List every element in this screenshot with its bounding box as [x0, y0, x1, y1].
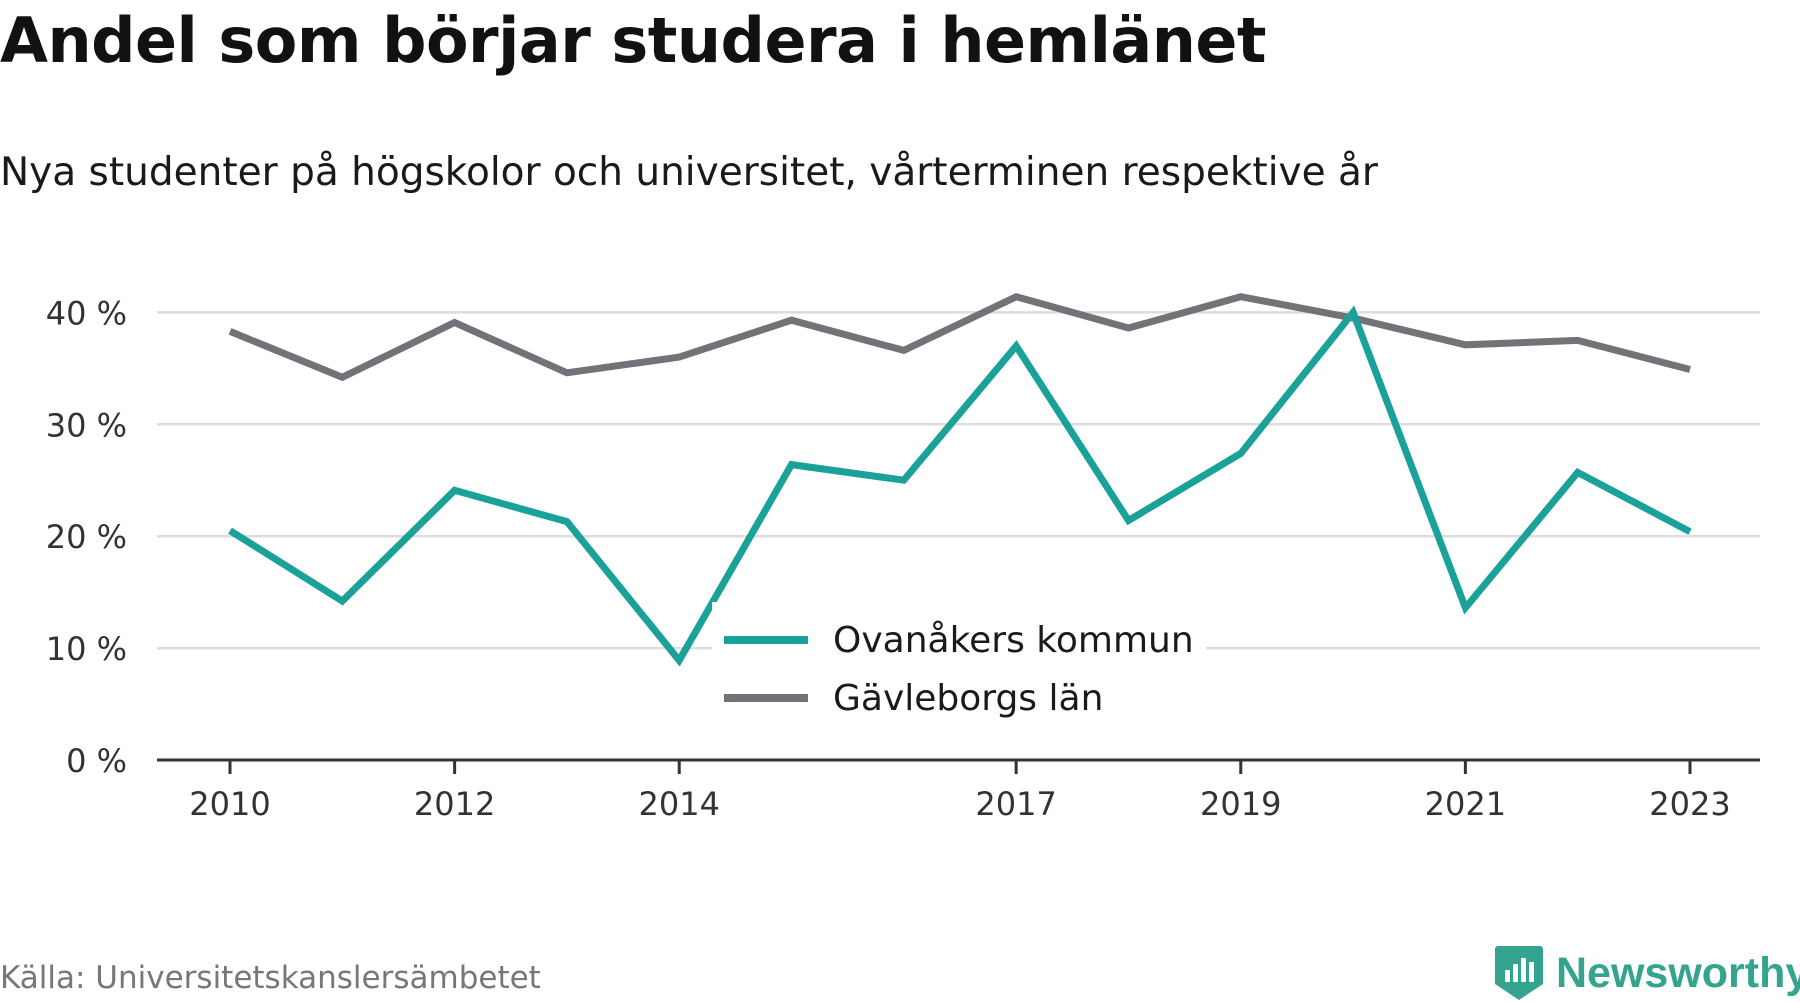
- x-tick-label: 2023: [1649, 785, 1730, 823]
- y-tick-label: 40 %: [46, 294, 127, 332]
- series-line-gavleborg: [228, 292, 1691, 382]
- y-tick-label: 0 %: [66, 742, 127, 780]
- x-tick-label: 2014: [639, 785, 720, 823]
- y-tick-label: 20 %: [46, 518, 127, 556]
- x-tick-label: 2012: [414, 785, 495, 823]
- source-note: Källa: Universitetskanslersämbetet: [0, 960, 541, 996]
- y-tick-label: 10 %: [46, 630, 127, 668]
- series-line-ovanaker: [228, 305, 1692, 667]
- bar-chart-badge-icon: [1495, 946, 1543, 1000]
- x-tick-label: 2021: [1425, 785, 1506, 823]
- brand-name: Newsworthy: [1556, 948, 1800, 997]
- chart-subtitle: Nya studenter på högskolor och universit…: [0, 150, 1378, 195]
- legend-label: Ovanåkers kommun: [833, 620, 1194, 661]
- x-tick-label: 2019: [1200, 785, 1281, 823]
- newsworthy-logo: Newsworthy: [1494, 944, 1800, 1002]
- x-tick-label: 2010: [189, 785, 270, 823]
- legend-background: [712, 602, 1206, 724]
- y-tick-label: 30 %: [46, 406, 127, 444]
- legend-label: Gävleborgs län: [833, 678, 1103, 719]
- chart-title: Andel som börjar studera i hemlänet: [0, 4, 1267, 77]
- x-tick-label: 2017: [975, 785, 1056, 823]
